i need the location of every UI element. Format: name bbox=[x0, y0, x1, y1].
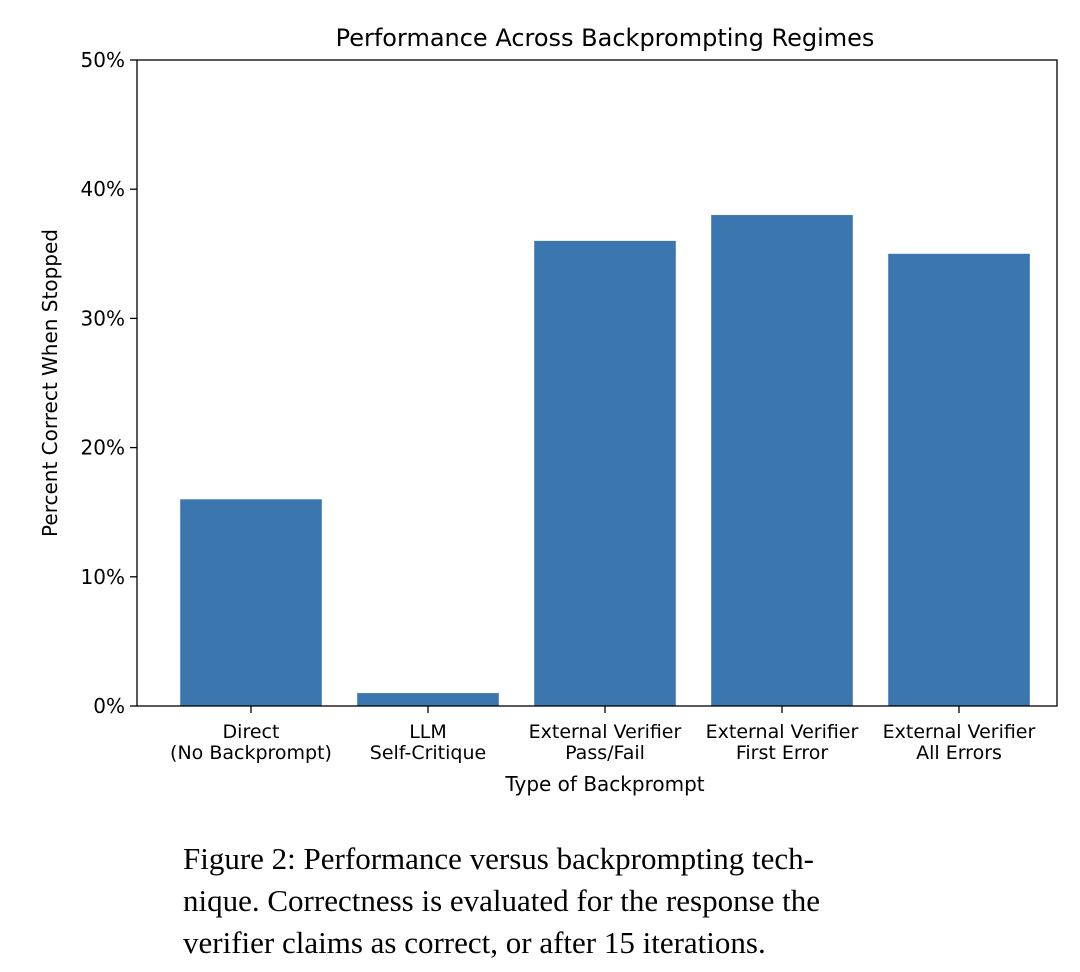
x-tick-label: LLM Self-Critique bbox=[370, 721, 486, 764]
x-tick-label: Direct (No Backprompt) bbox=[170, 721, 332, 764]
x-axis-label: Type of Backprompt bbox=[504, 772, 704, 796]
caption-line: verifier claims as correct, or after 15 … bbox=[183, 925, 766, 960]
y-tick-label: 40% bbox=[81, 177, 125, 201]
y-axis-label: Percent Correct When Stopped bbox=[38, 229, 62, 537]
x-tick-label: External Verifier All Errors bbox=[883, 721, 1036, 764]
x-tick-label: External Verifier Pass/Fail bbox=[529, 721, 682, 764]
chart: Performance Across Backprompting Regimes… bbox=[38, 24, 1058, 796]
chart-title: Performance Across Backprompting Regimes bbox=[336, 24, 875, 52]
bar bbox=[534, 240, 676, 706]
y-tick-label: 20% bbox=[81, 436, 125, 460]
y-tick-label: 0% bbox=[93, 694, 125, 718]
bar bbox=[357, 693, 499, 706]
caption-line: nique. Correctness is evaluated for the … bbox=[183, 883, 821, 918]
caption: Figure 2: Performance versus backprompti… bbox=[183, 838, 820, 964]
y-tick-label: 30% bbox=[81, 306, 125, 330]
y-tick-label: 50% bbox=[81, 48, 125, 72]
y-tick-label: 10% bbox=[81, 565, 125, 589]
bar bbox=[711, 215, 853, 707]
bar bbox=[180, 499, 322, 706]
plot-frame bbox=[136, 59, 1058, 707]
bar bbox=[888, 253, 1030, 707]
x-tick-label: External Verifier First Error bbox=[706, 721, 859, 764]
caption-line: Figure 2: Performance versus backprompti… bbox=[183, 841, 815, 876]
